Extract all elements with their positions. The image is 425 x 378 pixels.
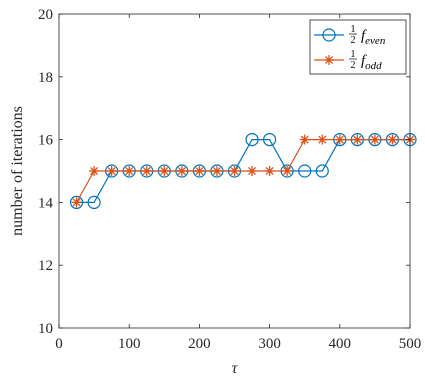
y-tick-label: 12 <box>38 258 53 274</box>
axis-ticks <box>58 13 411 329</box>
data-point-odd <box>264 166 275 176</box>
data-point-even <box>263 133 277 147</box>
data-point-even <box>315 164 329 178</box>
y-tick-label: 20 <box>38 7 53 23</box>
x-tick-label: 500 <box>399 336 422 352</box>
legend-marker <box>322 28 336 42</box>
legend-box <box>309 19 407 75</box>
y-tick-label: 16 <box>38 133 54 149</box>
x-tick-label: 300 <box>258 336 281 352</box>
data-point-odd <box>159 166 170 176</box>
plot-area-frame <box>58 13 411 329</box>
data-point-odd <box>334 134 345 145</box>
legend-marker <box>324 55 334 65</box>
data-point-odd <box>299 134 310 145</box>
x-tick-label: 200 <box>188 336 211 352</box>
data-point-odd <box>141 166 152 176</box>
data-point-even <box>87 195 101 209</box>
data-point-odd <box>317 134 328 145</box>
data-point-odd <box>89 166 100 176</box>
legend-fraction-numerator: 1 <box>351 49 356 60</box>
data-point-odd <box>247 166 258 176</box>
series-layer <box>69 133 417 209</box>
data-point-odd <box>387 134 398 145</box>
legend-fraction-numerator: 1 <box>351 24 356 35</box>
series-odd <box>71 134 415 208</box>
y-tick-label: 14 <box>38 195 54 211</box>
y-axis-label: number of iterations <box>9 106 26 236</box>
x-tick-label: 400 <box>329 336 352 352</box>
data-point-odd <box>176 166 187 176</box>
legend-fraction-denominator: 2 <box>351 35 356 46</box>
data-point-odd <box>106 166 117 176</box>
legend-fraction-denominator: 2 <box>351 60 356 71</box>
y-tick-label: 10 <box>38 321 53 337</box>
data-point-odd <box>211 166 222 176</box>
data-point-odd <box>124 166 135 176</box>
data-point-even <box>69 195 84 209</box>
data-point-even <box>298 164 312 178</box>
y-tick-label: 18 <box>38 70 53 86</box>
x-tick-label: 0 <box>55 336 63 352</box>
data-point-even <box>245 133 259 147</box>
x-tick-label: 100 <box>118 336 141 352</box>
data-point-odd <box>194 166 205 176</box>
data-point-odd <box>282 166 293 176</box>
data-point-odd <box>229 166 240 176</box>
data-point-odd <box>369 134 380 145</box>
data-point-odd <box>71 197 82 208</box>
data-point-odd <box>352 134 363 145</box>
x-axis-label: τ <box>232 360 239 377</box>
